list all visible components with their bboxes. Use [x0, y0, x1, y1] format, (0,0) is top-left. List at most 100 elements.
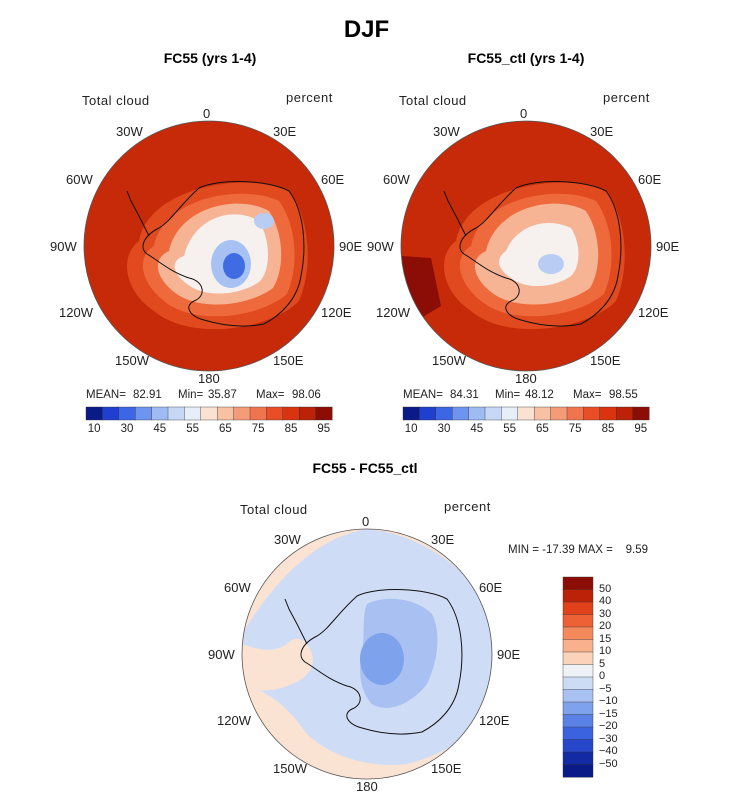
- colorbar-swatch: [118, 406, 136, 421]
- colorbar-level-label: −30: [599, 732, 618, 745]
- lon-label-0: 0: [362, 514, 370, 529]
- colorbar-swatch: [562, 601, 594, 616]
- colorbar-level-label: 40: [599, 595, 612, 607]
- colorbar-level-label: −15: [599, 707, 618, 720]
- colorbar-swatch: [562, 714, 594, 728]
- lon-label-90w: 90W: [367, 239, 394, 254]
- stats-mean-label: MEAN=: [86, 389, 126, 401]
- lon-label-120w: 120W: [376, 305, 410, 320]
- colorbar-swatch: [562, 651, 594, 666]
- colorbar-level-label: −5: [599, 682, 612, 695]
- variable-label: Total cloud: [240, 502, 308, 517]
- stats-max-label: Max=: [256, 389, 285, 401]
- colorbar-swatch: [85, 406, 103, 421]
- colorbar-tick-label: 10: [87, 423, 101, 435]
- colorbar-swatch: [583, 406, 601, 421]
- lon-label-150e: 150E: [431, 761, 462, 776]
- lon-label-30e: 30E: [431, 532, 455, 547]
- map-boundary: [400, 120, 652, 372]
- stats-mean-label: MEAN=: [403, 389, 443, 401]
- colorbar-swatch: [484, 406, 502, 421]
- polar-map-difference: [241, 528, 493, 780]
- colorbar-fc55: [85, 406, 333, 421]
- colorbar-swatch: [249, 406, 267, 421]
- colorbar-tick-label: 45: [153, 423, 167, 435]
- variable-label: Total cloud: [82, 93, 150, 108]
- lon-label-60e: 60E: [638, 172, 662, 187]
- colorbar-swatch: [419, 406, 437, 421]
- colorbar-swatch: [615, 406, 634, 421]
- colorbar-level-label: 15: [599, 632, 612, 645]
- lon-label-60w: 60W: [383, 172, 410, 187]
- coastline: [459, 181, 622, 327]
- colorbar-tick-label: 30: [120, 423, 134, 435]
- colorbar-level-label: −20: [599, 720, 618, 732]
- colorbar-swatch: [562, 614, 594, 628]
- lon-label-120e: 120E: [479, 713, 510, 728]
- colorbar-tick-label: 85: [601, 423, 615, 435]
- colorbar-swatch: [282, 406, 300, 421]
- colorbar-tick-label: 45: [470, 423, 484, 435]
- lon-label-150w: 150W: [115, 353, 149, 368]
- colorbar-swatch: [550, 406, 568, 421]
- lon-label-30e: 30E: [590, 124, 614, 139]
- colorbar-swatch: [167, 406, 185, 421]
- map-boundary: [83, 120, 335, 372]
- colorbar-swatch: [562, 689, 594, 703]
- colorbar-swatch: [315, 406, 333, 421]
- lon-label-120w: 120W: [217, 713, 251, 728]
- lon-label-30e: 30E: [273, 124, 297, 139]
- colorbar-swatch: [184, 406, 202, 421]
- colorbar-swatch: [266, 406, 284, 421]
- colorbar-swatch: [562, 626, 594, 641]
- coastline: [300, 589, 463, 735]
- colorbar-tick-label: 75: [568, 423, 582, 435]
- peninsula-coastline: [284, 598, 308, 645]
- colorbar-swatch: [435, 406, 453, 421]
- colorbar-swatch: [501, 406, 519, 421]
- lon-label-150w: 150W: [432, 353, 466, 368]
- colorbar-swatch: [562, 664, 594, 678]
- colorbar-swatch: [562, 764, 594, 778]
- variable-label: Total cloud: [399, 93, 467, 108]
- colorbar-level-label: 20: [599, 620, 612, 632]
- colorbar-level-label: 0: [599, 670, 606, 682]
- colorbar-swatch: [632, 406, 650, 421]
- colorbar-fc55-ctl: [402, 406, 650, 421]
- stats-min-value: 35.87: [208, 389, 237, 401]
- colorbar-swatch: [562, 701, 594, 716]
- lon-label-30w: 30W: [116, 124, 143, 139]
- panel-title: FC55 - FC55_ctl: [312, 460, 418, 476]
- lon-label-120e: 120E: [321, 305, 352, 320]
- lon-label-90e: 90E: [656, 239, 680, 254]
- peninsula-coastline: [126, 190, 150, 237]
- colorbar-swatch: [562, 739, 594, 753]
- figure-title: DJF: [343, 16, 390, 43]
- lon-label-120e: 120E: [638, 305, 669, 320]
- colorbar-tick-label: 10: [404, 423, 418, 435]
- colorbar-swatch: [216, 406, 235, 421]
- colorbar-level-label: 30: [599, 607, 612, 620]
- stats-min-value: 48.12: [525, 389, 554, 401]
- colorbar-tick-label: 65: [218, 423, 232, 435]
- colorbar-swatch: [517, 406, 535, 421]
- diff-stats: MIN = -17.39 MAX = 9.59: [508, 544, 648, 556]
- colorbar-tick-label: 85: [284, 423, 298, 435]
- lon-label-150w: 150W: [273, 761, 307, 776]
- stats-mean-value: 82.91: [133, 389, 162, 401]
- colorbar-swatch: [402, 406, 420, 421]
- colorbar-level-label: 10: [599, 645, 612, 657]
- colorbar-swatch: [562, 751, 594, 766]
- colorbar-swatch: [135, 406, 153, 421]
- lon-label-90e: 90E: [339, 239, 363, 254]
- units-label: percent: [286, 90, 333, 105]
- lon-label-180: 180: [356, 779, 378, 794]
- polar-map-fc55-ctl: [400, 120, 652, 372]
- stats-min-label: Min=: [178, 389, 204, 401]
- lon-label-180: 180: [515, 371, 537, 386]
- lon-label-90e: 90E: [497, 647, 521, 662]
- lon-label-150e: 150E: [590, 353, 621, 368]
- colorbar-difference: [562, 576, 594, 778]
- colorbar-tick-label: 65: [535, 423, 549, 435]
- positive-patch: [242, 638, 313, 691]
